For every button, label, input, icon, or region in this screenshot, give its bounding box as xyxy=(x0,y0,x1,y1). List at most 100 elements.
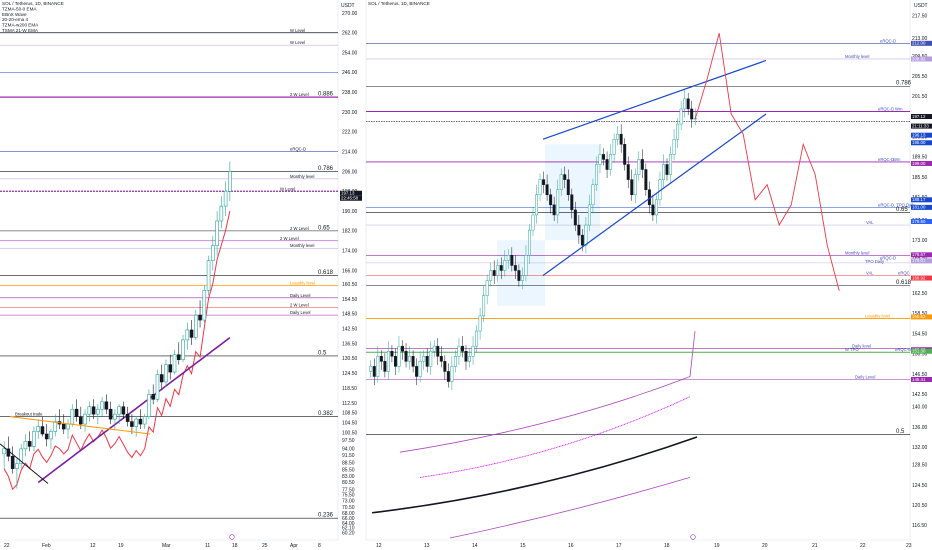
right-event-marker xyxy=(690,534,696,540)
right-price-badge: 197.12 xyxy=(912,114,926,119)
right-candle-body xyxy=(379,356,383,362)
left-y-tick-label: 108.50 xyxy=(342,411,358,417)
left-price-badge: 197.13 xyxy=(341,191,355,196)
left-candle-body xyxy=(49,431,53,440)
right-level-label: VAL xyxy=(866,271,874,276)
right-y-axis-unit: USDT xyxy=(914,3,928,9)
right-candle-body xyxy=(401,345,404,352)
right-candle-body xyxy=(446,371,450,382)
left-x-tick-label: 11 xyxy=(205,543,210,549)
right-channel-lower xyxy=(542,113,767,277)
right-price-badge: 168.92 xyxy=(912,275,926,280)
right-candle-body xyxy=(468,356,472,362)
right-price-badge-bg xyxy=(911,275,932,281)
left-ema-red-line xyxy=(3,210,231,491)
left-x-tick-label: 12 xyxy=(90,543,96,549)
left-candle-body xyxy=(10,455,15,469)
right-level-label: Wm xyxy=(895,106,903,111)
right-x-tick-label: 18 xyxy=(664,543,670,549)
left-candle-body xyxy=(206,260,211,291)
right-level-label: eRQC-D xyxy=(878,106,894,111)
left-downtrend-line xyxy=(0,443,49,484)
right-candle-body xyxy=(619,133,623,145)
left-candle-body xyxy=(151,394,155,400)
right-y-tick-label: 213.00 xyxy=(912,36,928,42)
left-y-tick-label: 62.10 xyxy=(342,526,355,532)
left-candle-body xyxy=(134,418,138,427)
right-level-label: eRQC-D xyxy=(880,255,896,260)
right-level-label: Liquidity level xyxy=(865,313,890,318)
right-candle-body xyxy=(626,164,630,180)
left-y-tick-label: 160.50 xyxy=(342,282,358,288)
left-candle-body xyxy=(87,406,92,415)
right-price-badge: 170.07 xyxy=(912,258,926,263)
right-candle-body xyxy=(679,108,683,125)
right-candle-body xyxy=(542,179,546,185)
right-candle-body xyxy=(527,229,531,256)
right-candle-body xyxy=(591,184,595,206)
left-x-tick-label: Mar xyxy=(162,543,171,549)
right-candle-body xyxy=(425,356,429,367)
left-fib-label: 0.5 xyxy=(318,350,327,356)
right-y-tick-label: 128.50 xyxy=(912,463,928,469)
left-y-tick-label: 262.00 xyxy=(342,31,358,37)
left-candle-body xyxy=(23,441,28,450)
right-fib-label: 0.786 xyxy=(896,81,912,87)
right-level-label: eRQC-D, TPO Daily xyxy=(878,202,916,207)
left-candle-body xyxy=(53,421,58,432)
right-price-badge: 165.53 xyxy=(912,314,926,319)
left-fib-label: 0.65 xyxy=(318,225,330,231)
right-candle-body xyxy=(464,350,468,362)
right-candle-body xyxy=(397,345,401,367)
right-price-badge-bg xyxy=(911,40,932,46)
right-x-tick-label: 23 xyxy=(906,543,912,549)
left-level-label: Monthly level xyxy=(290,174,315,179)
left-y-tick-label: 174.00 xyxy=(342,249,358,255)
left-fib-label: 0.618 xyxy=(318,270,334,276)
left-level-label: Breakout trade xyxy=(15,412,43,417)
left-y-tick-label: 214.00 xyxy=(342,149,358,155)
left-candle-body xyxy=(219,205,224,222)
right-y-tick-label: 120.50 xyxy=(912,503,928,509)
left-chart-header-line: TZMA-50-0 EMA xyxy=(2,6,37,11)
right-candle-body xyxy=(460,345,464,352)
left-y-tick-label: 64.00 xyxy=(342,521,355,527)
left-y-tick-label: 75.50 xyxy=(342,492,355,498)
left-candle-body xyxy=(44,433,49,440)
right-x-tick-label: 12 xyxy=(376,543,382,549)
right-candle-body xyxy=(513,265,517,271)
left-level-label: W Level xyxy=(290,40,305,45)
left-y-tick-label: 60.20 xyxy=(342,530,355,536)
left-fib-label: 0.786 xyxy=(318,166,334,172)
left-y-tick-label: 246.00 xyxy=(342,70,358,76)
right-ema-tail xyxy=(689,331,696,377)
left-x-tick-label: 25 xyxy=(262,543,268,549)
right-level-label: Monthly level xyxy=(845,54,870,59)
right-candle-body xyxy=(482,295,486,317)
right-price-badge: 208.92 xyxy=(912,56,926,61)
left-chart-header-line: TSMA 21-W EMA xyxy=(2,28,39,33)
left-candle-body xyxy=(164,364,168,383)
right-candle-body xyxy=(676,123,680,140)
left-level-label: Monthly level xyxy=(290,243,315,248)
right-candle-body xyxy=(587,204,591,226)
right-price-badge-bg xyxy=(911,140,932,146)
left-x-tick-label: 8 xyxy=(318,543,321,549)
right-level-label: eRQC-W xyxy=(895,347,912,352)
left-candle-body xyxy=(74,408,79,417)
right-price-badge-bg xyxy=(911,114,932,120)
right-candle-body xyxy=(535,194,539,216)
left-candle-body xyxy=(27,441,32,447)
right-candle-body xyxy=(612,138,616,155)
left-y-tick-label: 154.50 xyxy=(342,297,358,303)
right-candle-body xyxy=(510,255,514,266)
left-candle-body xyxy=(189,329,194,338)
right-y-tick-label: 217.50 xyxy=(912,13,928,19)
right-candle-body xyxy=(580,234,584,246)
left-y-tick-label: 88.50 xyxy=(342,460,355,466)
right-price-badge: 179.50 xyxy=(912,219,926,224)
left-level-label: W Level xyxy=(280,186,295,191)
left-candle-body xyxy=(117,406,121,415)
right-candle-body xyxy=(623,144,627,165)
right-level-label: Monthly level xyxy=(845,250,870,255)
